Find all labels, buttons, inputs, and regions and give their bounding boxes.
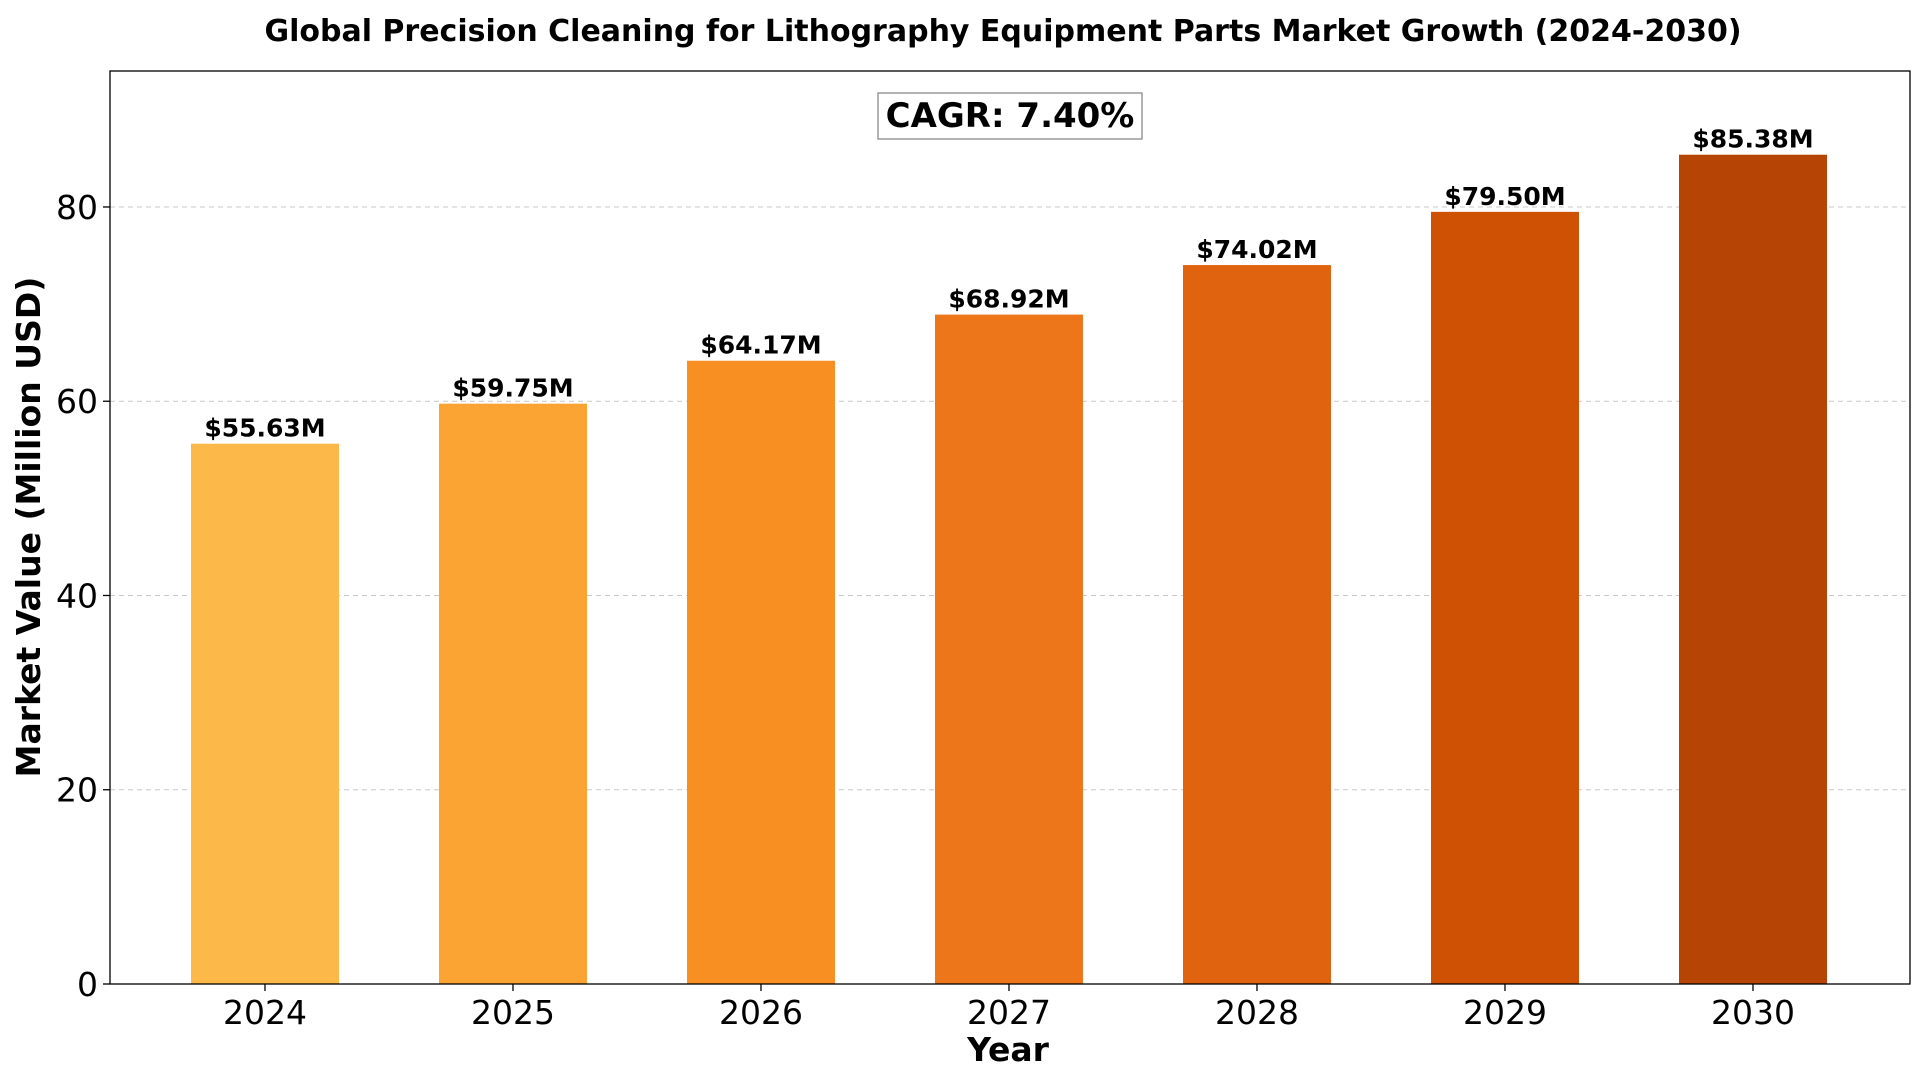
x-tick-label-2027: 2027 xyxy=(967,993,1051,1032)
bar-2028 xyxy=(1183,265,1331,985)
bars xyxy=(191,154,1827,985)
bar-2029 xyxy=(1431,211,1579,985)
cagr-box xyxy=(877,92,1143,140)
x-tick-label-2026: 2026 xyxy=(719,993,803,1032)
y-axis-ticks: 0 20 40 60 80 xyxy=(56,188,110,1004)
bar-2027 xyxy=(935,314,1083,984)
y-tick-label: 60 xyxy=(56,382,98,421)
data-label-2029: $79.50M xyxy=(1444,182,1565,211)
x-tick-label-2028: 2028 xyxy=(1215,993,1299,1032)
data-label-2030: $85.38M xyxy=(1692,125,1813,154)
data-label-2027: $68.92M xyxy=(948,285,1069,314)
data-label-2025: $59.75M xyxy=(452,374,573,403)
data-label-2026: $64.17M xyxy=(700,331,821,360)
data-label-2028: $74.02M xyxy=(1196,235,1317,264)
x-axis-ticks: 2024 2025 2026 2027 2028 2029 2030 xyxy=(223,984,1795,1032)
x-tick-label-2030: 2030 xyxy=(1711,993,1795,1032)
bar-2030 xyxy=(1679,154,1827,984)
y-tick-label: 80 xyxy=(56,188,98,227)
y-tick-label: 20 xyxy=(56,771,98,810)
x-tick-label-2024: 2024 xyxy=(223,993,307,1032)
y-axis-title: Market Value (Million USD) xyxy=(9,277,48,778)
x-tick-label-2025: 2025 xyxy=(471,993,555,1032)
y-tick-label: 40 xyxy=(56,576,98,615)
bar-2025 xyxy=(439,403,587,984)
y-tick-label: 0 xyxy=(77,965,98,1004)
data-label-2024: $55.63M xyxy=(204,414,325,443)
chart-title: Global Precision Cleaning for Lithograph… xyxy=(264,14,1741,49)
cagr-label: CAGR: 7.40% xyxy=(886,96,1135,136)
bar-2026 xyxy=(687,360,835,984)
x-tick-label-2029: 2029 xyxy=(1463,993,1547,1032)
cagr-annotation: CAGR: 7.40% xyxy=(877,92,1143,140)
data-labels: $55.63M $59.75M $64.17M $68.92M $74.02M $79.5… xyxy=(204,125,1813,443)
bar-2024 xyxy=(191,443,339,984)
plot-frame xyxy=(109,70,1911,985)
x-axis-title: Year xyxy=(966,1030,1050,1069)
